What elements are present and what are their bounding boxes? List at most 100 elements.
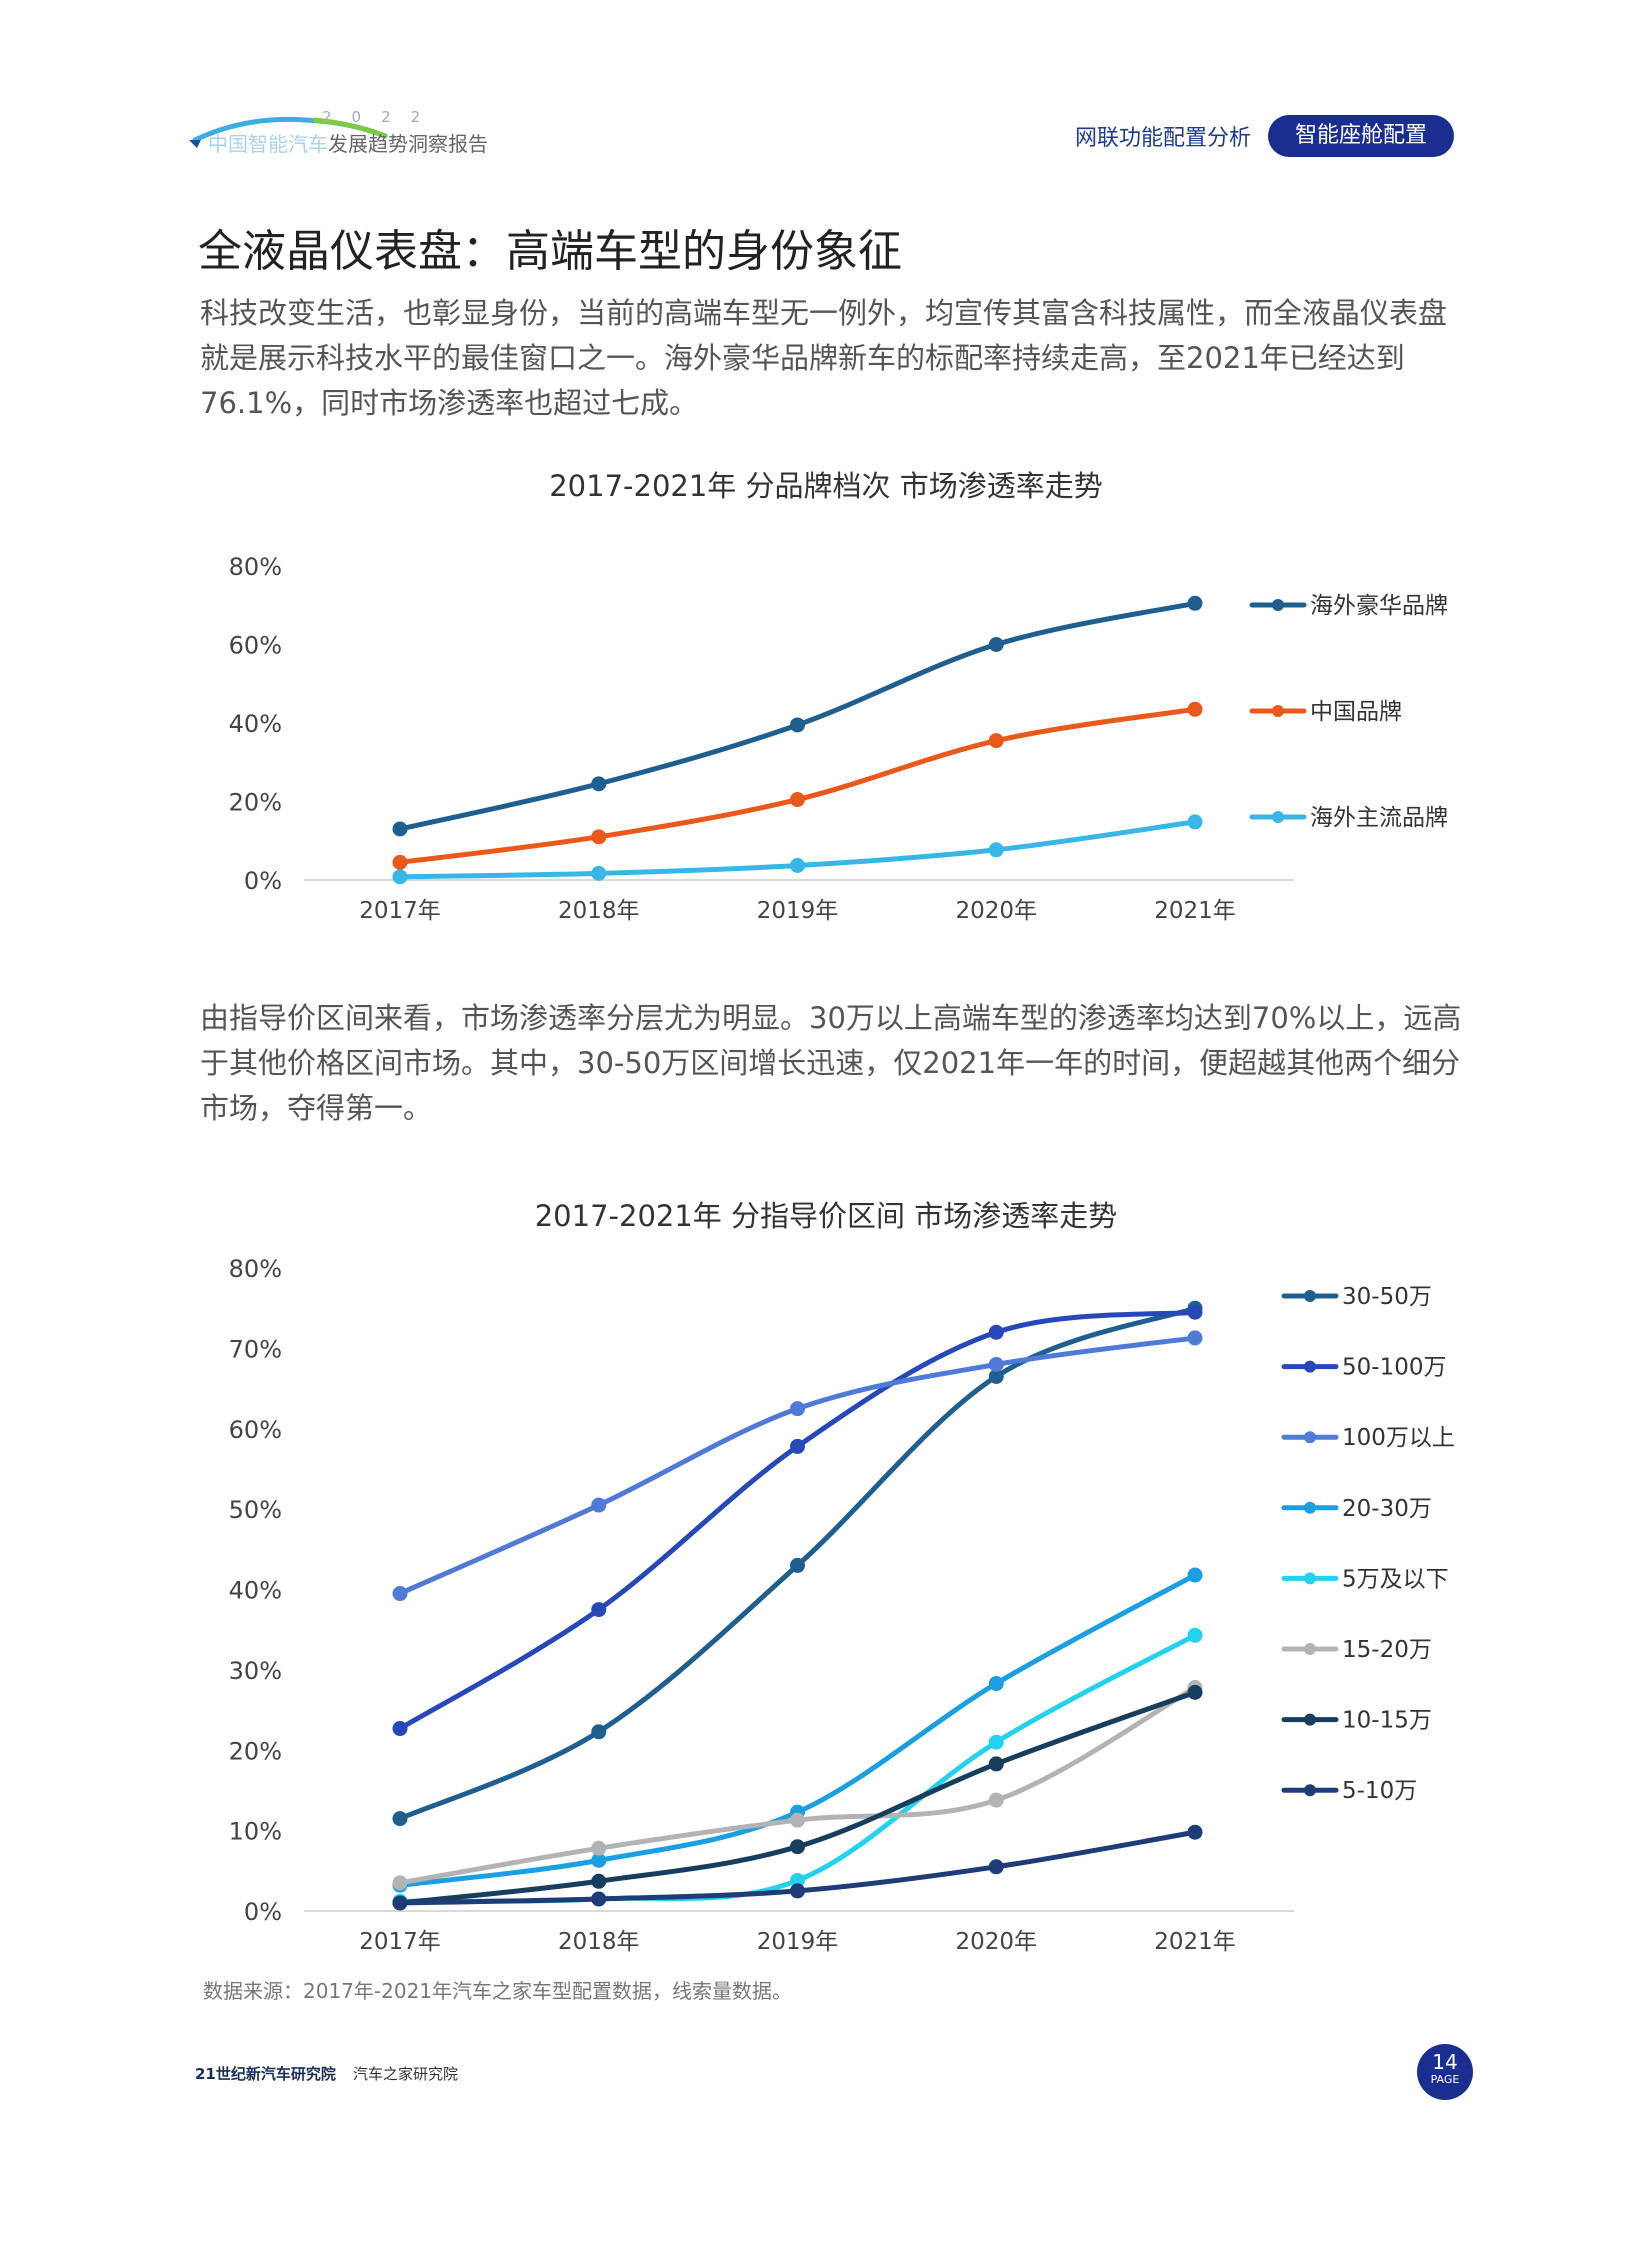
footer-logos: 21世纪新汽车研究院 汽车之家研究院 bbox=[195, 2063, 458, 2084]
data-point bbox=[392, 1811, 408, 1827]
data-point bbox=[392, 869, 408, 885]
y-tick-label: 0% bbox=[244, 1898, 282, 1926]
legend-marker bbox=[1304, 1290, 1316, 1302]
data-point bbox=[591, 1497, 607, 1513]
data-point bbox=[1187, 1824, 1203, 1840]
data-point bbox=[988, 1324, 1004, 1340]
x-tick-label: 2020年 bbox=[955, 898, 1037, 924]
legend-label: 5-10万 bbox=[1342, 1778, 1417, 1804]
data-point bbox=[790, 1804, 805, 1820]
data-point bbox=[988, 637, 1004, 652]
price-range-paragraph: 由指导价区间来看，市场渗透率分层尤为明显。30万以上高端车型的渗透率均达到70%… bbox=[200, 1001, 1462, 1125]
series-line bbox=[397, 1632, 1198, 1904]
report-logo-mark bbox=[189, 116, 388, 148]
data-point bbox=[392, 854, 408, 870]
legend-label: 30-50万 bbox=[1342, 1284, 1432, 1310]
y-tick-label: 60% bbox=[229, 1416, 282, 1444]
data-point bbox=[591, 1724, 607, 1740]
data-point bbox=[790, 1557, 805, 1573]
legend-marker bbox=[1304, 1713, 1316, 1726]
x-tick-label: 2017年 bbox=[359, 1929, 441, 1955]
data-point bbox=[1187, 1304, 1203, 1320]
y-tick-label: 80% bbox=[229, 1255, 282, 1283]
data-point bbox=[591, 1891, 607, 1907]
legend-marker bbox=[1304, 1784, 1316, 1797]
legend-label: 20-30万 bbox=[1342, 1496, 1432, 1522]
legend-marker bbox=[1304, 1431, 1316, 1444]
legend-marker bbox=[1304, 1501, 1316, 1514]
legend-marker bbox=[1304, 1572, 1316, 1585]
nav-section-cockpit-active[interactable]: 智能座舱配置 bbox=[1268, 115, 1454, 157]
data-point bbox=[988, 1756, 1004, 1772]
data-source-note: 数据来源：2017年-2021年汽车之家车型配置数据，线索量数据。 bbox=[203, 1979, 793, 2003]
data-point bbox=[1187, 1627, 1203, 1643]
y-tick-label: 10% bbox=[229, 1818, 282, 1846]
data-point bbox=[988, 1792, 1004, 1808]
legend-label: 50-100万 bbox=[1342, 1355, 1446, 1381]
data-point bbox=[1187, 1330, 1203, 1346]
data-point bbox=[591, 1852, 607, 1868]
data-point bbox=[790, 857, 805, 873]
series-line bbox=[397, 1572, 1198, 1888]
y-tick-label: 0% bbox=[244, 867, 282, 895]
data-point bbox=[1187, 701, 1203, 717]
data-point bbox=[790, 1839, 805, 1855]
page-number-badge: 14 PAGE bbox=[1417, 2044, 1473, 2100]
y-tick-label: 40% bbox=[229, 710, 282, 738]
series-line bbox=[397, 819, 1198, 880]
legend-label: 10-15万 bbox=[1342, 1708, 1432, 1734]
legend-label: 中国品牌 bbox=[1310, 699, 1402, 725]
data-point bbox=[988, 1859, 1004, 1875]
legend-label: 15-20万 bbox=[1342, 1637, 1432, 1663]
legend-label: 5万及以下 bbox=[1342, 1566, 1449, 1592]
data-point bbox=[1187, 814, 1203, 830]
y-tick-label: 20% bbox=[229, 1737, 282, 1765]
data-point bbox=[988, 733, 1004, 749]
data-point bbox=[1187, 595, 1203, 611]
x-tick-label: 2019年 bbox=[757, 1929, 839, 1955]
legend-marker bbox=[1304, 1360, 1316, 1373]
data-point bbox=[591, 1840, 607, 1856]
report-title-logo: 中国智能汽车发展趋势洞察报告 bbox=[208, 128, 488, 157]
data-point bbox=[1187, 1567, 1203, 1583]
legend-marker bbox=[1272, 811, 1284, 823]
data-point bbox=[591, 865, 607, 881]
series-line bbox=[397, 1335, 1198, 1597]
data-point bbox=[1187, 1300, 1203, 1316]
logo-title-light: 中国智能汽车 bbox=[208, 132, 328, 156]
data-point bbox=[392, 821, 408, 837]
x-tick-label: 2018年 bbox=[558, 1929, 640, 1955]
data-point bbox=[392, 1877, 408, 1893]
data-point bbox=[591, 1873, 607, 1889]
legend-marker bbox=[1304, 1643, 1316, 1655]
series-line bbox=[397, 1689, 1198, 1906]
data-point bbox=[591, 829, 607, 845]
series-line bbox=[397, 1305, 1198, 1822]
legend-marker bbox=[1272, 599, 1284, 611]
data-point bbox=[790, 1883, 805, 1899]
series-line bbox=[397, 706, 1198, 865]
data-point bbox=[392, 1895, 408, 1911]
data-point bbox=[392, 1875, 408, 1891]
x-tick-label: 2020年 bbox=[955, 1929, 1037, 1955]
legend-label: 海外主流品牌 bbox=[1310, 805, 1448, 831]
y-tick-label: 60% bbox=[229, 632, 282, 660]
footer-logo-21c: 21世纪新汽车研究院 bbox=[195, 2065, 336, 2083]
page-number: 14 bbox=[1432, 2050, 1458, 2074]
legend-label: 100万以上 bbox=[1342, 1425, 1455, 1451]
data-point bbox=[988, 1676, 1004, 1692]
footer-logo-autohome: 汽车之家研究院 bbox=[352, 2065, 458, 2083]
data-point bbox=[790, 1401, 805, 1417]
x-tick-label: 2018年 bbox=[558, 898, 640, 924]
logo-year: 2022 bbox=[322, 108, 441, 126]
data-point bbox=[392, 1721, 408, 1737]
data-point bbox=[591, 1602, 607, 1618]
data-point bbox=[790, 792, 805, 808]
x-tick-label: 2021年 bbox=[1154, 898, 1236, 924]
y-tick-label: 50% bbox=[229, 1496, 282, 1524]
data-point bbox=[790, 1812, 805, 1828]
intro-paragraph: 科技改变生活，也彰显身份，当前的高端车型无一例外，均宣传其富含科技属性，而全液晶… bbox=[200, 296, 1448, 420]
data-point bbox=[392, 1586, 408, 1602]
data-point bbox=[1187, 1680, 1203, 1696]
nav-section-network[interactable]: 网联功能配置分析 bbox=[1075, 126, 1252, 151]
